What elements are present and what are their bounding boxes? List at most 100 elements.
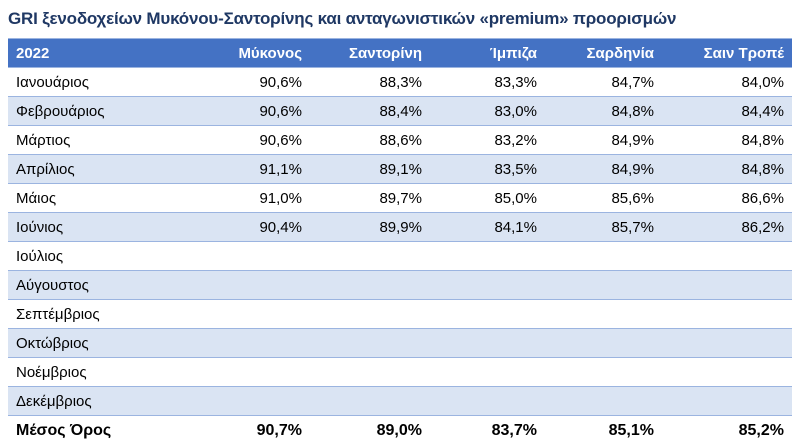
santorini-cell: 89,9% — [310, 213, 430, 242]
page: GRI ξενοδοχείων Μυκόνου-Σαντορίνης και α… — [0, 0, 800, 436]
santorini-cell — [310, 387, 430, 416]
header-saint-tropez: Σαιν Τροπέ — [662, 39, 792, 68]
table-row: Σεπτέμβριος — [8, 300, 792, 329]
ibiza-cell: 83,3% — [430, 68, 545, 97]
month-cell: Νοέμβριος — [8, 358, 213, 387]
saint-tropez-cell — [662, 242, 792, 271]
mykonos-cell — [213, 358, 310, 387]
saint-tropez-cell: 84,8% — [662, 155, 792, 184]
month-cell: Φεβρουάριος — [8, 97, 213, 126]
mykonos-cell — [213, 271, 310, 300]
month-cell: Ιούνιος — [8, 213, 213, 242]
saint-tropez-cell — [662, 358, 792, 387]
sardinia-cell: 85,6% — [545, 184, 662, 213]
mykonos-cell: 90,6% — [213, 68, 310, 97]
ibiza-cell — [430, 358, 545, 387]
sardinia-cell — [545, 387, 662, 416]
month-cell: Αύγουστος — [8, 271, 213, 300]
saint-tropez-cell: 84,4% — [662, 97, 792, 126]
header-ibiza: Ίμπιζα — [430, 39, 545, 68]
table-row: Νοέμβριος — [8, 358, 792, 387]
ibiza-cell — [430, 242, 545, 271]
header-year: 2022 — [8, 39, 213, 68]
month-cell: Σεπτέμβριος — [8, 300, 213, 329]
ibiza-cell — [430, 387, 545, 416]
table-title: GRI ξενοδοχείων Μυκόνου-Σαντορίνης και α… — [8, 6, 792, 32]
month-cell: Ιανουάριος — [8, 68, 213, 97]
mykonos-cell: 90,4% — [213, 213, 310, 242]
saint-tropez-cell — [662, 329, 792, 358]
header-mykonos: Μύκονος — [213, 39, 310, 68]
mykonos-cell — [213, 387, 310, 416]
month-cell: Μάρτιος — [8, 126, 213, 155]
sardinia-cell: 84,9% — [545, 155, 662, 184]
santorini-cell: 88,4% — [310, 97, 430, 126]
santorini-cell — [310, 271, 430, 300]
average-santorini-cell: 89,0% — [310, 416, 430, 445]
header-santorini: Σαντορίνη — [310, 39, 430, 68]
ibiza-cell — [430, 271, 545, 300]
ibiza-cell: 85,0% — [430, 184, 545, 213]
ibiza-cell — [430, 300, 545, 329]
month-cell: Οκτώβριος — [8, 329, 213, 358]
mykonos-cell: 91,0% — [213, 184, 310, 213]
average-saint-tropez-cell: 85,2% — [662, 416, 792, 445]
saint-tropez-cell: 84,0% — [662, 68, 792, 97]
month-cell: Ιούλιος — [8, 242, 213, 271]
average-mykonos-cell: 90,7% — [213, 416, 310, 445]
saint-tropez-cell — [662, 271, 792, 300]
ibiza-cell: 83,0% — [430, 97, 545, 126]
mykonos-cell: 90,6% — [213, 126, 310, 155]
table-row: Αύγουστος — [8, 271, 792, 300]
mykonos-cell — [213, 300, 310, 329]
sardinia-cell — [545, 271, 662, 300]
santorini-cell: 88,3% — [310, 68, 430, 97]
header-sardinia: Σαρδηνία — [545, 39, 662, 68]
mykonos-cell — [213, 329, 310, 358]
average-month-cell: Μέσος Όρος — [8, 416, 213, 445]
saint-tropez-cell — [662, 387, 792, 416]
santorini-cell: 88,6% — [310, 126, 430, 155]
header-row: 2022 Μύκονος Σαντορίνη Ίμπιζα Σαρδηνία Σ… — [8, 39, 792, 68]
saint-tropez-cell: 86,2% — [662, 213, 792, 242]
month-cell: Μάιος — [8, 184, 213, 213]
mykonos-cell: 90,6% — [213, 97, 310, 126]
month-cell: Δεκέμβριος — [8, 387, 213, 416]
sardinia-cell: 84,7% — [545, 68, 662, 97]
mykonos-cell — [213, 242, 310, 271]
mykonos-cell: 91,1% — [213, 155, 310, 184]
santorini-cell — [310, 329, 430, 358]
table-row: Ιούλιος — [8, 242, 792, 271]
table-row: Οκτώβριος — [8, 329, 792, 358]
santorini-cell: 89,1% — [310, 155, 430, 184]
sardinia-cell: 84,9% — [545, 126, 662, 155]
sardinia-cell: 84,8% — [545, 97, 662, 126]
saint-tropez-cell: 86,6% — [662, 184, 792, 213]
sardinia-cell — [545, 242, 662, 271]
saint-tropez-cell — [662, 300, 792, 329]
ibiza-cell: 83,2% — [430, 126, 545, 155]
average-ibiza-cell: 83,7% — [430, 416, 545, 445]
santorini-cell: 89,7% — [310, 184, 430, 213]
santorini-cell — [310, 242, 430, 271]
month-cell: Απρίλιος — [8, 155, 213, 184]
santorini-cell — [310, 300, 430, 329]
sardinia-cell — [545, 329, 662, 358]
ibiza-cell: 84,1% — [430, 213, 545, 242]
average-sardinia-cell: 85,1% — [545, 416, 662, 445]
saint-tropez-cell: 84,8% — [662, 126, 792, 155]
sardinia-cell — [545, 300, 662, 329]
santorini-cell — [310, 358, 430, 387]
gri-table: 2022 Μύκονος Σαντορίνη Ίμπιζα Σαρδηνία Σ… — [8, 38, 792, 445]
table-row: Δεκέμβριος — [8, 387, 792, 416]
sardinia-cell: 85,7% — [545, 213, 662, 242]
sardinia-cell — [545, 358, 662, 387]
